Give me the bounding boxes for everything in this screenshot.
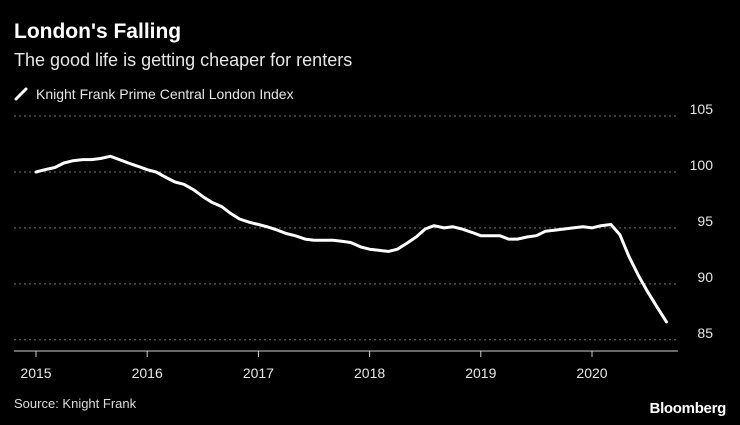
y-tick-labels: 85 90 95 100 105 [690, 101, 714, 341]
x-tick-label-2015: 2015 [20, 365, 51, 381]
y-tick-label-95: 95 [697, 213, 713, 229]
legend: Knight Frank Prime Central London Index [14, 86, 294, 102]
x-tick-label-2019: 2019 [465, 365, 496, 381]
x-axis [14, 350, 678, 357]
chart-subtitle: The good life is getting cheaper for ren… [14, 50, 353, 70]
x-tick-label-2017: 2017 [243, 365, 274, 381]
series-group [34, 154, 668, 324]
y-tick-label-100: 100 [690, 157, 714, 173]
x-tick-labels: 2015 2016 2017 2018 2019 2020 [20, 365, 607, 381]
x-tick-label-2016: 2016 [132, 365, 163, 381]
y-tick-label-105: 105 [690, 101, 714, 117]
bloomberg-logo: Bloomberg [649, 400, 727, 417]
x-tick-label-2018: 2018 [354, 365, 385, 381]
series-line-0 [34, 154, 668, 324]
legend-label: Knight Frank Prime Central London Index [36, 86, 294, 102]
y-tick-label-90: 90 [697, 269, 713, 285]
x-tick-label-2020: 2020 [576, 365, 607, 381]
source-note: Source: Knight Frank [14, 396, 137, 411]
legend-swatch-icon [14, 87, 28, 101]
chart-title: London's Falling [14, 20, 182, 43]
gridlines [14, 115, 678, 341]
y-tick-label-85: 85 [697, 325, 713, 341]
